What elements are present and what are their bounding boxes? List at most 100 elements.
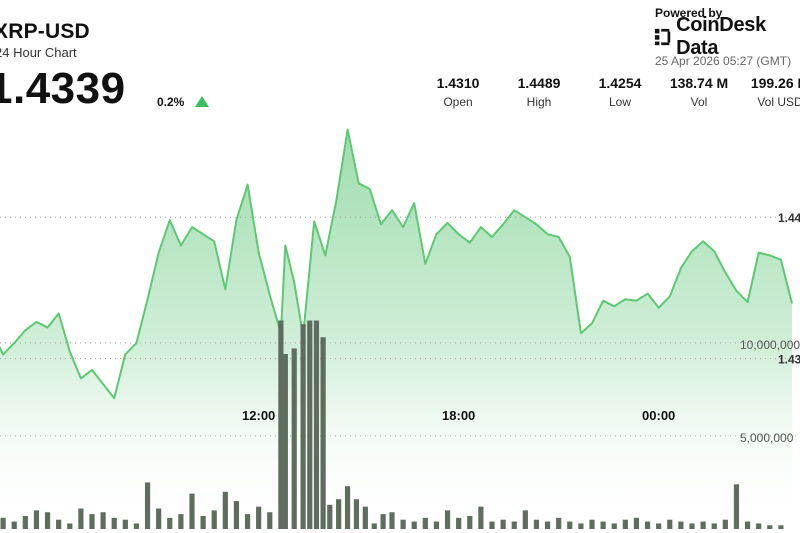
volume-bar: [222, 491, 228, 529]
volume-bar: [189, 493, 195, 529]
volume-bar: [644, 521, 651, 529]
volume-bar: [700, 521, 706, 529]
volume-bar: [433, 521, 440, 529]
volume-bar: [89, 514, 95, 529]
volume-bar: [667, 519, 673, 529]
volume-bar: [400, 519, 406, 529]
volume-bar: [371, 523, 377, 529]
price-area: [0, 129, 792, 530]
volume-bar: [327, 504, 333, 529]
coindesk-logo-icon: [654, 28, 671, 46]
volume-bar: [778, 525, 784, 529]
stat-vol-usd: 199.26 M Vol USD: [740, 75, 800, 109]
volume-bar: [320, 337, 326, 529]
volume-bar: [144, 482, 151, 529]
volume-bar: [522, 510, 528, 529]
stat-low: 1.4254 Low: [580, 75, 660, 109]
stat-label: High: [526, 95, 552, 109]
volume-bar: [178, 514, 184, 529]
brand-logo-link[interactable]: CoinDesk Data: [654, 14, 800, 59]
x-tick-label: 12:00: [242, 408, 275, 423]
x-tick-label: 18:00: [442, 408, 475, 423]
current-price: 1.4339: [0, 64, 126, 113]
volume-bar: [300, 324, 306, 529]
volume-bar: [500, 519, 506, 529]
volume-bar: [711, 523, 717, 529]
volume-bar: [111, 517, 117, 529]
volume-bar: [122, 519, 128, 529]
stat-value: 1.4310: [436, 75, 480, 91]
volume-bar: [467, 515, 473, 529]
volume-bar: [200, 515, 206, 529]
price-change: 0.2%: [157, 95, 185, 109]
volume-bar: [444, 510, 451, 529]
volume-bar: [722, 519, 728, 529]
volume-bar: [0, 517, 6, 529]
brand-name: CoinDesk Data: [676, 14, 766, 59]
chart-subtitle: 24 Hour Chart: [0, 45, 77, 60]
volume-bar: [611, 523, 617, 529]
volume-bar: [422, 517, 428, 529]
volume-bar: [678, 521, 684, 529]
volume-bar: [756, 523, 762, 529]
volume-bar: [511, 521, 517, 529]
volume-bar: [307, 320, 313, 529]
stat-label: Low: [608, 95, 631, 109]
volume-bar: [362, 506, 368, 529]
volume-bar: [344, 486, 351, 529]
volume-bar: [456, 517, 462, 529]
volume-bar: [67, 523, 73, 529]
volume-bar: [133, 523, 140, 529]
volume-bar: [156, 508, 162, 529]
volume-bar: [211, 510, 217, 529]
volume-bar: [56, 519, 62, 529]
volume-bar: [767, 525, 773, 529]
timestamp: 25 Apr 2026 05:27 (GMT): [655, 54, 792, 68]
volume-bar: [313, 320, 320, 529]
powered-by-label: Powered by: [655, 6, 723, 20]
volume-bar: [11, 521, 17, 529]
volume-bar: [744, 521, 751, 529]
x-tick-label: 00:00: [642, 408, 675, 423]
volume-bar: [478, 506, 484, 529]
volume-bar: [622, 519, 628, 529]
volume-bar: [291, 348, 297, 529]
stat-label: Vol: [690, 95, 708, 109]
volume-bar: [489, 521, 495, 529]
volume-bar: [556, 517, 562, 529]
volume-bar: [78, 508, 84, 529]
volume-bar: [100, 512, 106, 529]
volume-bar: [578, 523, 584, 529]
volume-bar: [282, 354, 288, 529]
volume-bar: [256, 506, 262, 529]
volume-bar: [656, 523, 662, 529]
volume-bar: [244, 514, 251, 529]
volume-bar: [600, 521, 606, 529]
stat-open: 1.4310 Open: [418, 75, 498, 109]
stat-value: 1.4489: [517, 75, 561, 91]
volume-bar: [689, 523, 695, 529]
stat-value: 1.4254: [598, 75, 642, 91]
stat-value: 199.26 M: [750, 75, 800, 91]
volume-bar: [733, 484, 740, 529]
volume-bar: [278, 320, 284, 529]
volume-bar: [233, 501, 240, 529]
stat-vol: 138.74 M Vol: [659, 75, 739, 109]
price-line: [0, 128, 793, 400]
page-title: XRP-USD: [0, 20, 90, 43]
price-tick-label: 1.44: [778, 211, 800, 225]
volume-bar: [336, 499, 342, 529]
volume-bar: [633, 517, 640, 529]
volume-bar: [589, 519, 595, 529]
volume-bar: [167, 517, 173, 529]
volume-bar: [389, 512, 395, 529]
volume-bar: [567, 521, 573, 529]
stat-label: Open: [443, 95, 473, 109]
volume-tick-label: 5,000,000: [740, 431, 794, 445]
volume-bar: [544, 521, 551, 529]
volume-bar: [22, 515, 28, 529]
up-arrow-icon: [195, 96, 209, 107]
stat-label: Vol USD: [757, 95, 800, 109]
volume-bar: [353, 499, 360, 529]
